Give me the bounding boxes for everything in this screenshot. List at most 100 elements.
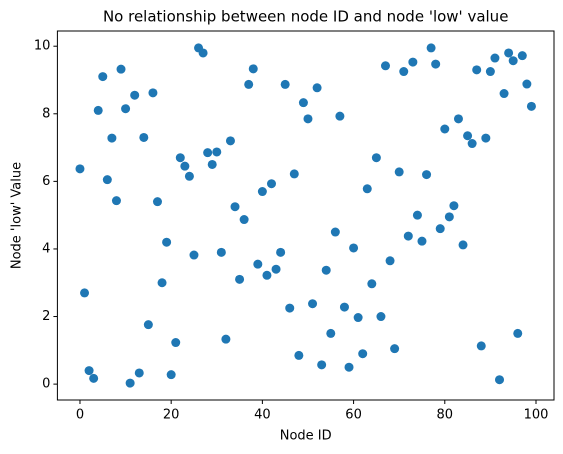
point (134, 368, 144, 378)
y-tick-label: 8 (42, 106, 50, 121)
point (330, 227, 340, 237)
point (257, 187, 267, 197)
point (312, 83, 322, 93)
point (353, 313, 363, 323)
point (522, 79, 532, 89)
point (157, 278, 167, 288)
point (239, 215, 249, 225)
y-tick-label: 10 (34, 39, 51, 54)
point (253, 259, 263, 269)
point (472, 65, 482, 75)
point (485, 67, 495, 77)
point (175, 153, 185, 163)
point (248, 64, 258, 74)
point (262, 270, 272, 280)
point (189, 250, 199, 260)
plot-frame (56, 30, 555, 401)
point (180, 161, 190, 171)
y-tick-label: 0 (42, 377, 50, 392)
point (399, 67, 409, 77)
point (444, 212, 454, 222)
point (184, 171, 194, 181)
point (394, 167, 404, 177)
x-tick-label: 100 (524, 408, 549, 423)
point (463, 131, 473, 141)
point (303, 114, 313, 124)
point (89, 373, 99, 383)
point (203, 148, 213, 158)
point (426, 43, 436, 53)
point (280, 79, 290, 89)
point (166, 370, 176, 380)
point (344, 362, 354, 372)
point (230, 202, 240, 212)
point (385, 256, 395, 266)
point (221, 334, 231, 344)
point (235, 274, 245, 284)
point (139, 132, 149, 142)
point (349, 243, 359, 253)
point (171, 338, 181, 348)
y-tick-label: 2 (42, 309, 50, 324)
point (490, 53, 500, 63)
y-tick-label: 4 (42, 241, 50, 256)
point (244, 79, 254, 89)
point (207, 159, 217, 169)
point (504, 48, 514, 58)
chart-title: No relationship between node ID and node… (103, 8, 508, 26)
point (162, 237, 172, 247)
point (298, 98, 308, 108)
point (417, 236, 427, 246)
point (321, 265, 331, 275)
point (125, 378, 135, 388)
point (508, 56, 518, 66)
point (152, 197, 162, 207)
point (440, 124, 450, 134)
point (449, 201, 459, 211)
point (412, 210, 422, 220)
point (481, 133, 491, 143)
x-tick-label: 60 (345, 408, 362, 423)
point (431, 59, 441, 69)
point (285, 303, 295, 313)
point (403, 231, 413, 241)
point (212, 147, 222, 157)
x-tick-label: 40 (254, 408, 271, 423)
point (225, 136, 235, 146)
point (80, 288, 90, 298)
point (453, 114, 463, 124)
point (371, 153, 381, 163)
point (111, 196, 121, 206)
point (107, 133, 117, 143)
point (308, 299, 318, 309)
point (326, 328, 336, 338)
point (408, 57, 418, 67)
point (102, 175, 112, 185)
point (513, 328, 523, 338)
point (517, 51, 527, 61)
point (271, 264, 281, 274)
point (335, 111, 345, 121)
x-tick-label: 20 (163, 408, 180, 423)
point (143, 320, 153, 330)
point (98, 72, 108, 82)
point (276, 247, 286, 257)
point (93, 105, 103, 115)
x-axis-label: Node ID (280, 429, 332, 444)
point (376, 312, 386, 322)
point (266, 179, 276, 189)
point (422, 170, 432, 180)
point (339, 302, 349, 312)
point (148, 88, 158, 98)
point (294, 350, 304, 360)
point (390, 344, 400, 354)
point (367, 279, 377, 289)
point (362, 184, 372, 194)
point (476, 341, 486, 351)
y-tick-label: 6 (42, 174, 50, 189)
point (317, 360, 327, 370)
point (116, 64, 126, 74)
point (495, 375, 505, 385)
point (130, 90, 140, 100)
